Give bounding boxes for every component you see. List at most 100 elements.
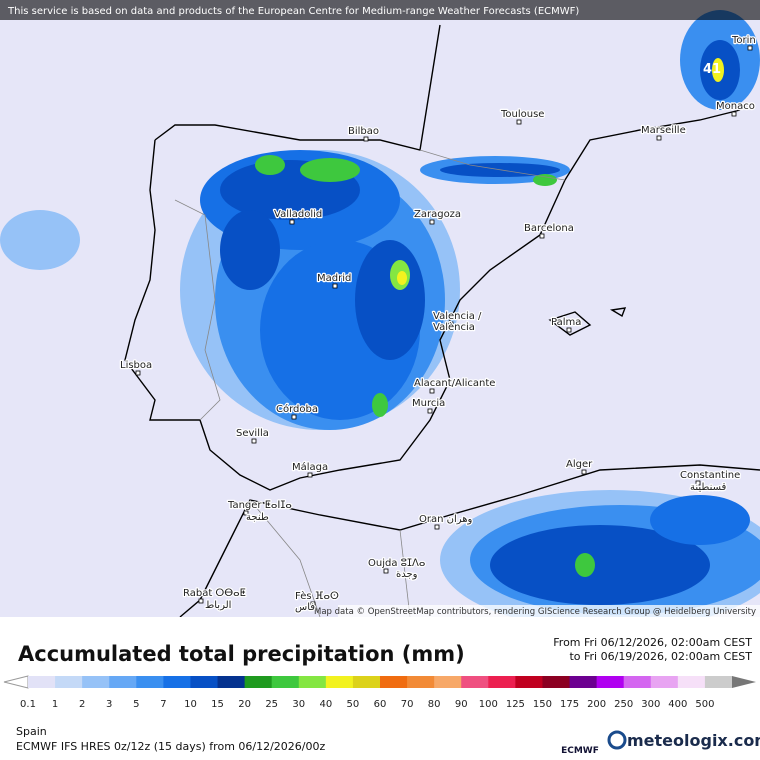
legend-swatch	[136, 676, 164, 688]
city-label: Constantine	[680, 470, 740, 481]
notice: This service is based on data and produc…	[7, 6, 579, 17]
legend-label: 60	[374, 699, 387, 710]
city-marker	[434, 524, 440, 530]
legend-label: 0.1	[20, 699, 36, 710]
city-label: Fès ⴼⴰⵙ	[295, 590, 339, 602]
legend-swatch	[380, 676, 408, 688]
legend-label: 5	[133, 699, 139, 710]
city-marker	[695, 480, 701, 486]
city-label: قسنطينة	[690, 482, 727, 493]
city-label: Valencia /	[433, 311, 482, 322]
legend-label: 40	[319, 699, 332, 710]
legend-swatch	[461, 676, 489, 688]
legend-swatch	[163, 676, 191, 688]
city-label: Marseille	[641, 125, 686, 136]
valid-to: to Fri 06/19/2026, 02:00am CEST	[569, 650, 752, 663]
borders	[174, 149, 566, 618]
legend-swatch	[298, 676, 327, 688]
city-marker	[429, 219, 435, 225]
legend-label: 175	[560, 699, 579, 710]
city-label: Oran وهران	[419, 514, 473, 525]
legend-label: 250	[614, 699, 633, 710]
city-label: الرباط	[205, 600, 231, 611]
legend-label: 7	[160, 699, 166, 710]
legend-swatch	[515, 676, 543, 688]
peak-label: 41	[703, 62, 721, 77]
footer	[0, 617, 760, 760]
legend-swatch	[82, 676, 110, 688]
legend-label: 150	[533, 699, 552, 710]
legend-label: 30	[292, 699, 305, 710]
city-label: Málaga	[292, 461, 328, 473]
city-marker	[307, 472, 313, 478]
legend-swatch	[28, 676, 56, 688]
legend-swatch	[190, 676, 219, 688]
legend-swatch	[488, 676, 516, 688]
ecmwf-logo: ECMWF	[561, 746, 599, 756]
legend-label: 20	[238, 699, 251, 710]
notice-bar	[0, 0, 760, 20]
city-marker	[427, 408, 433, 414]
legend-label: 70	[401, 699, 414, 710]
precipitation-field	[0, 10, 760, 630]
legend-label: 1	[52, 699, 58, 710]
city-label: Torin	[731, 35, 756, 46]
city-marker	[363, 136, 369, 142]
legend-swatch	[271, 676, 300, 688]
legend-label: 400	[668, 699, 687, 710]
city-marker	[135, 370, 141, 376]
city-label: Madrid	[317, 273, 351, 284]
city-label: Lisboa	[120, 360, 152, 371]
city-marker	[448, 321, 454, 327]
city-label: València	[433, 321, 475, 333]
legend-label: 125	[506, 699, 525, 710]
city-marker	[539, 233, 545, 239]
city-marker	[429, 388, 435, 394]
legend-label: 2	[79, 699, 85, 710]
legend-label: 3	[106, 699, 112, 710]
city-marker	[251, 438, 257, 444]
city-label: Toulouse	[500, 109, 544, 120]
legend-swatch	[677, 676, 706, 688]
city-label: فاس	[295, 602, 315, 613]
city-label: Sevilla	[236, 428, 269, 439]
legend-label: 80	[428, 699, 441, 710]
city-marker	[656, 135, 662, 141]
legend-label: 100	[479, 699, 498, 710]
city-marker	[566, 327, 572, 333]
region: Spain	[16, 725, 47, 738]
legend-label: 25	[265, 699, 278, 710]
legend-swatch	[542, 676, 571, 688]
legend-label: 200	[587, 699, 606, 710]
city-marker	[243, 510, 249, 516]
city-label: Tanger ⵟⴰⵏⵊⴰ	[227, 500, 292, 511]
city-label: Alger	[566, 459, 593, 470]
legend-label: 90	[455, 699, 468, 710]
city-marker	[332, 283, 338, 289]
city-label: Palma	[551, 317, 581, 328]
legend-label: 300	[641, 699, 660, 710]
city-label: Monaco	[716, 101, 755, 112]
city-marker	[291, 414, 297, 420]
valid-from: From Fri 06/12/2026, 02:00am CEST	[553, 636, 752, 649]
legend-label: 50	[347, 699, 360, 710]
city-marker	[383, 568, 389, 574]
city-label: وجدة	[396, 569, 418, 580]
legend-swatch	[325, 676, 354, 688]
city-label: Oujda ⵓⵊⴷⴰ	[368, 558, 425, 569]
legend-swatch	[596, 676, 625, 688]
city-marker	[289, 219, 295, 225]
city-label: Alacant/Alicante	[414, 378, 495, 389]
city-marker	[198, 598, 204, 604]
city-marker	[310, 601, 316, 607]
legend-swatch	[569, 676, 598, 688]
city-label: Valladolid	[274, 209, 322, 220]
legend-label: 15	[211, 699, 224, 710]
meteologix-logo: meteologix.com	[627, 731, 760, 750]
city-label: Bilbao	[348, 126, 379, 137]
city-marker	[581, 469, 587, 475]
city-label: Córdoba	[276, 403, 318, 415]
city-marker	[747, 45, 753, 51]
city-marker	[516, 119, 522, 125]
